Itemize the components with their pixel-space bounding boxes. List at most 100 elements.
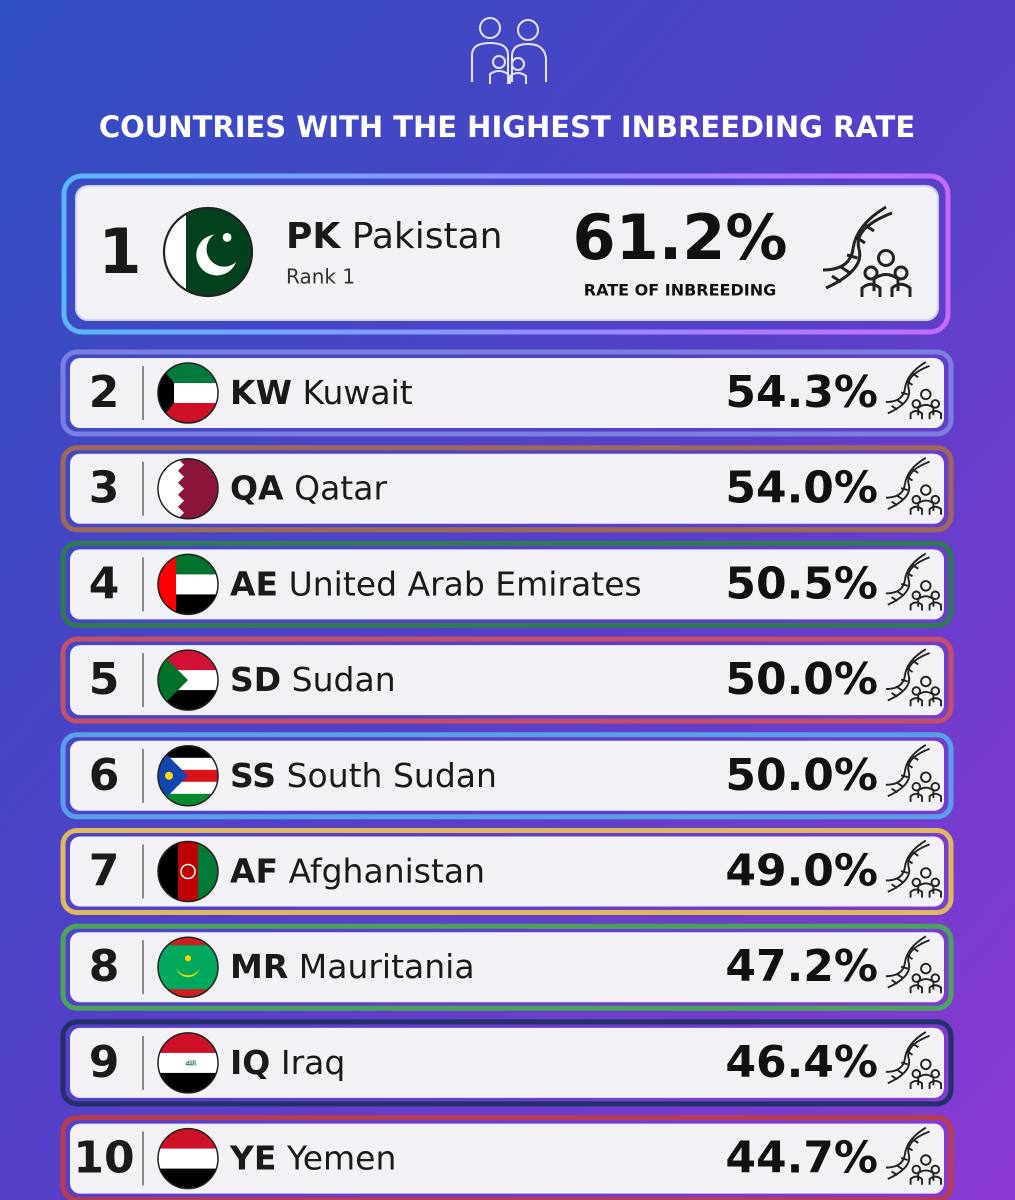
rank: 3 <box>89 463 120 514</box>
shape <box>891 851 919 889</box>
country: SD Sudan <box>230 660 396 699</box>
leader-card: 1 PK Pakistan Rank 1 61.2% RATE OF INBREEDIN… <box>61 173 951 335</box>
rate: 61.2% <box>572 201 787 274</box>
flag <box>157 553 219 616</box>
shape <box>887 939 930 989</box>
row: 6 SS South Sudan 50.0% <box>60 732 954 820</box>
shape <box>158 650 188 711</box>
rate: 44.7% <box>725 1133 878 1184</box>
rank: 5 <box>89 654 120 705</box>
ranking-list: 1 PK Pakistan Rank 1 61.2% RATE OF INBREEDIN… <box>60 173 954 1200</box>
shape <box>158 989 218 998</box>
shape <box>891 468 919 507</box>
row-border <box>60 349 954 437</box>
row-border <box>60 828 954 915</box>
text-part: Mauritania <box>299 947 475 986</box>
rank: 10 <box>73 1133 134 1184</box>
shape <box>891 659 919 698</box>
shape <box>158 937 218 998</box>
flag-rim <box>157 1127 219 1190</box>
flag-art <box>158 458 218 519</box>
shape <box>930 590 941 601</box>
row-border <box>60 445 954 533</box>
row-card <box>70 549 944 620</box>
shape <box>891 946 919 985</box>
shape <box>920 484 932 496</box>
row-card <box>70 836 944 907</box>
shape <box>860 282 912 297</box>
rate: 50.0% <box>725 750 878 801</box>
flag-rim <box>162 206 254 298</box>
shape <box>887 747 930 798</box>
text-part: SS <box>230 755 276 794</box>
row-border <box>60 540 954 628</box>
flag <box>157 1127 219 1190</box>
shape <box>893 265 909 281</box>
text-part: YE <box>229 1138 276 1177</box>
shape <box>158 1148 218 1170</box>
shape <box>206 231 242 267</box>
shape <box>920 1058 932 1071</box>
rank: 1 <box>98 215 141 288</box>
shape <box>489 70 527 84</box>
shape <box>891 372 919 411</box>
dna-icon <box>885 648 942 707</box>
row-card <box>70 645 944 716</box>
dna-icon <box>885 456 942 515</box>
text-part: AF <box>230 851 278 890</box>
shape <box>178 841 198 902</box>
shape <box>911 1164 922 1175</box>
shape <box>158 1072 218 1093</box>
flag-art <box>158 650 218 711</box>
shape <box>158 1032 218 1054</box>
shape <box>517 19 539 41</box>
row: 5 SD Sudan 50.0% <box>60 636 954 724</box>
shape <box>909 792 942 802</box>
shape <box>158 403 218 423</box>
shape <box>158 1052 218 1074</box>
card-glow <box>61 173 951 335</box>
shape <box>909 697 942 707</box>
shape <box>185 955 191 962</box>
shape <box>885 456 927 499</box>
row-border <box>60 636 954 724</box>
shape <box>891 755 919 794</box>
rank: 9 <box>89 1037 120 1088</box>
shape <box>176 965 200 978</box>
text-part: Qatar <box>294 468 387 507</box>
shape <box>885 935 927 978</box>
row-border <box>60 1019 954 1107</box>
row-card <box>70 1027 944 1098</box>
text-part: Sudan <box>292 660 396 699</box>
flag <box>157 362 219 424</box>
country: PK Pakistan <box>286 216 502 257</box>
flag-rim <box>157 840 219 903</box>
subtitle: Rank 1 <box>286 265 355 289</box>
shape <box>471 41 547 82</box>
flag-rim <box>157 457 219 520</box>
row-card <box>70 740 944 811</box>
shape <box>930 686 941 696</box>
shape <box>911 1069 922 1079</box>
shape <box>885 1126 927 1169</box>
shape <box>930 399 941 409</box>
shape <box>222 232 232 242</box>
flag-art <box>158 363 218 423</box>
shape <box>920 867 932 879</box>
shape <box>158 841 178 902</box>
rate: 54.3% <box>725 367 878 418</box>
shape <box>909 601 942 611</box>
shape <box>492 55 506 69</box>
row: 10 YE Yemen 44.7% <box>60 1115 954 1200</box>
flag: ﷲ <box>157 1032 219 1094</box>
flag <box>157 649 219 711</box>
shape <box>911 399 922 409</box>
text-part: QA <box>230 468 284 507</box>
rate: 49.0% <box>725 846 878 897</box>
row-card <box>70 453 944 524</box>
shape <box>920 388 932 401</box>
shape <box>909 410 942 420</box>
row: 8 MR Mauritania 47.2% <box>60 923 954 1011</box>
